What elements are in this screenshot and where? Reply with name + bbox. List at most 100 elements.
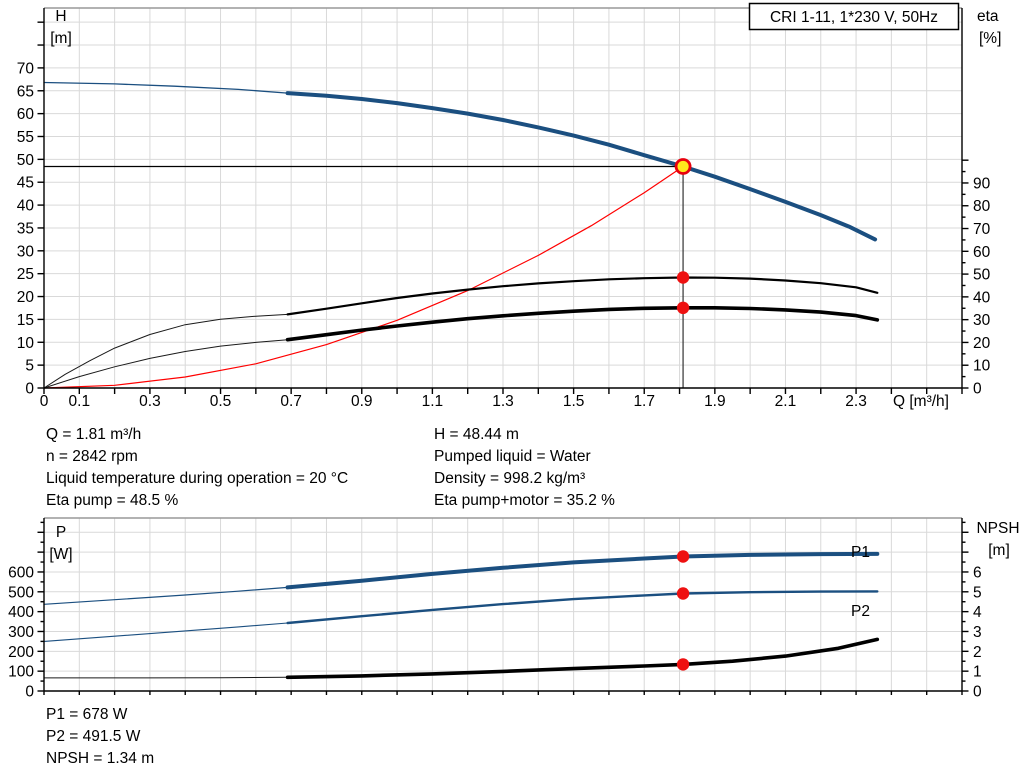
p-axis-title: P (56, 524, 66, 541)
eta-pump-motor-thin (43, 339, 289, 389)
left-tick-label: 60 (17, 106, 35, 123)
left-tick-label: 200 (8, 644, 34, 661)
x-tick-label: 2.1 (775, 393, 797, 410)
left-tick-label: 50 (17, 152, 35, 169)
p1-curve-thin (43, 586, 289, 605)
caption-p2: P2 = 491.5 W (46, 728, 141, 745)
left-tick-label: 15 (17, 312, 34, 329)
npsh-curve (285, 637, 880, 680)
right-tick-label: 70 (973, 221, 991, 238)
right-tick-label: 80 (973, 198, 991, 215)
p2-curve-thin (43, 622, 289, 642)
x-tick-label: 0.7 (280, 393, 302, 410)
right-tick-label: 40 (973, 289, 991, 306)
left-tick-label: 10 (17, 335, 35, 352)
left-tick-label: 0 (25, 684, 34, 701)
right-tick-label: 10 (973, 358, 991, 375)
left-tick-label: 600 (8, 564, 34, 581)
system-curve (43, 165, 684, 389)
right-tick-label: 1 (973, 664, 982, 681)
x-tick-label: 0 (40, 393, 49, 410)
pump-curve (285, 91, 878, 242)
x-tick-label: 0.1 (69, 393, 91, 410)
caption-density: Density = 998.2 kg/m³ (434, 470, 586, 487)
right-tick-label: 0 (973, 684, 982, 701)
x-tick-label: 1.1 (422, 393, 444, 410)
npsh-axis-unit: [m] (988, 542, 1010, 559)
pump-title: CRI 1-11, 1*230 V, 50Hz (770, 9, 938, 26)
duty-point[interactable] (674, 158, 692, 175)
x-tick-label: 1.5 (563, 393, 585, 410)
eta-pump-thin (43, 313, 289, 389)
eta-pump (286, 276, 879, 316)
right-tick-label: 50 (973, 267, 991, 284)
pump-curve-thin (43, 81, 289, 94)
left-tick-label: 25 (17, 266, 34, 283)
p1-curve (285, 551, 880, 590)
left-tick-label: 5 (25, 358, 34, 375)
x-tick-label: 1.3 (492, 393, 514, 410)
caption-npsh: NPSH = 1.34 m (46, 750, 155, 767)
left-tick-label: 35 (17, 220, 34, 237)
caption-pumped-liquid: Pumped liquid = Water (434, 448, 591, 465)
left-tick-label: 55 (17, 129, 34, 146)
h-axis-unit: [m] (50, 30, 72, 47)
right-tick-label: 90 (973, 175, 991, 192)
left-tick-label: 20 (17, 289, 35, 306)
right-tick-label: 2 (973, 644, 982, 661)
operating-point-marker (676, 587, 690, 600)
operating-point-marker (676, 658, 690, 671)
eta-axis-unit: [%] (979, 30, 1001, 47)
left-tick-label: 70 (17, 60, 35, 77)
operating-point-marker (676, 550, 690, 563)
duty-data-right: H = 48.44 m Pumped liquid = Water Densit… (434, 424, 615, 512)
q-axis-title: Q [m³/h] (893, 393, 949, 410)
p2-curve (286, 590, 879, 625)
p1-curve-label: P1 (851, 544, 870, 561)
eta-axis-title: eta (977, 8, 999, 25)
left-tick-label: 0 (25, 381, 34, 398)
left-tick-label: 30 (17, 243, 35, 260)
left-tick-label: 500 (8, 584, 34, 601)
right-tick-label: 6 (973, 564, 982, 581)
right-tick-label: 30 (973, 312, 991, 329)
title-box: CRI 1-11, 1*230 V, 50Hz (748, 2, 960, 31)
caption-eta-pump-motor: Eta pump+motor = 35.2 % (434, 492, 615, 509)
p-axis-unit: [W] (49, 546, 72, 563)
caption-liquid-temp: Liquid temperature during operation = 20… (46, 470, 349, 487)
h-axis-title: H (55, 8, 66, 25)
duty-data-left: Q = 1.81 m³/h n = 2842 rpm Liquid temper… (46, 424, 348, 512)
left-tick-label: 100 (8, 664, 34, 681)
p2-curve-label: P2 (851, 603, 870, 620)
left-tick-label: 65 (17, 83, 34, 100)
npsh-curve-thin (43, 676, 289, 679)
right-tick-label: 0 (973, 381, 982, 398)
caption-head: H = 48.44 m (434, 426, 519, 443)
left-tick-label: 45 (17, 175, 34, 192)
left-tick-label: 300 (8, 624, 34, 641)
eta-pump-motor (285, 305, 880, 342)
right-tick-label: 60 (973, 244, 991, 261)
caption-p1: P1 = 678 W (46, 706, 128, 723)
caption-q: Q = 1.81 m³/h (46, 426, 142, 443)
x-tick-label: 0.5 (210, 393, 232, 410)
right-tick-label: 4 (973, 604, 982, 621)
x-tick-label: 0.9 (351, 393, 373, 410)
power-data: P1 = 678 W P2 = 491.5 W NPSH = 1.34 m (46, 704, 154, 770)
x-tick-label: 1.7 (633, 393, 655, 410)
npsh-axis-title: NPSH (976, 520, 1019, 537)
left-tick-label: 400 (8, 604, 34, 621)
title-box-frame (748, 2, 960, 31)
right-tick-label: 5 (973, 584, 982, 601)
x-tick-label: 2.3 (845, 393, 867, 410)
x-tick-label: 0.3 (139, 393, 161, 410)
caption-eta-pump: Eta pump = 48.5 % (46, 492, 179, 509)
right-tick-label: 20 (973, 335, 991, 352)
caption-speed: n = 2842 rpm (46, 448, 138, 465)
left-tick-label: 40 (17, 198, 35, 215)
right-tick-label: 3 (973, 624, 982, 641)
x-tick-label: 1.9 (704, 393, 726, 410)
operating-point-marker (676, 271, 690, 284)
